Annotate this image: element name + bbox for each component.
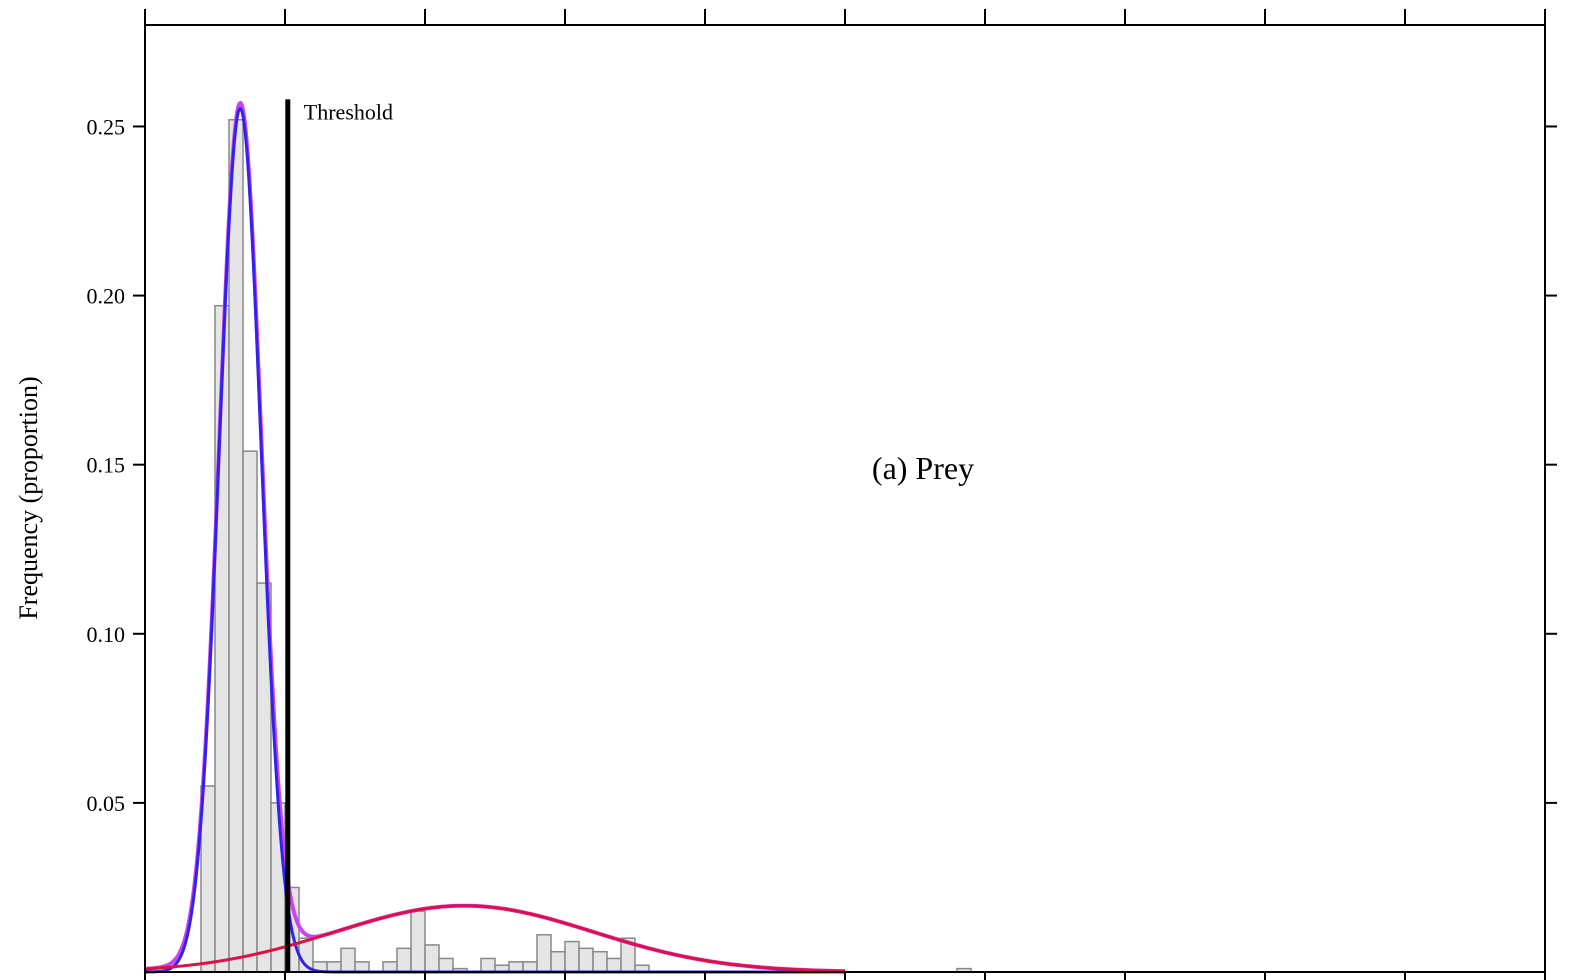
histogram-bar-15 <box>410 910 426 973</box>
threshold-marker: Threshold <box>285 99 393 972</box>
y-tick-label-4: 0.25 <box>87 114 126 139</box>
x-axis-ticks <box>144 9 1546 980</box>
y-tick-label-0: 0.05 <box>87 791 126 816</box>
histogram-bar-11 <box>340 947 356 973</box>
y-tick-label-2: 0.15 <box>87 453 126 478</box>
histogram-bar-27 <box>592 950 608 973</box>
histogram-bar-4 <box>242 450 258 973</box>
histogram-bar-24 <box>550 950 566 973</box>
histogram-bar-12 <box>354 961 370 973</box>
y-tick-label-3: 0.20 <box>87 284 126 309</box>
histogram-bar-13 <box>382 961 398 973</box>
panel-label: (a) Prey <box>872 450 974 486</box>
histogram-bar-16 <box>424 944 440 973</box>
y-axis-label: Frequency (proportion) <box>14 376 43 619</box>
histogram-bar-14 <box>396 947 412 973</box>
density-curve-2 <box>144 904 846 973</box>
histogram-bar-3 <box>228 118 244 973</box>
histogram-bar-17 <box>438 957 454 973</box>
histogram-bar-21 <box>508 961 524 973</box>
histogram-bar-28 <box>606 957 622 973</box>
histogram-bar-23 <box>536 934 552 973</box>
histogram-bar-19 <box>480 957 496 973</box>
histogram-bar-25 <box>564 940 580 973</box>
y-axis-ticks: 0.05 0.10 0.15 0.20 0.25 <box>87 114 1557 816</box>
y-tick-label-1: 0.10 <box>87 622 126 647</box>
histogram-bar-1 <box>200 785 216 973</box>
histogram-bar-26 <box>578 947 594 973</box>
plot-background <box>145 25 1545 972</box>
threshold-label: Threshold <box>304 99 393 124</box>
histogram-bar-22 <box>522 961 538 973</box>
